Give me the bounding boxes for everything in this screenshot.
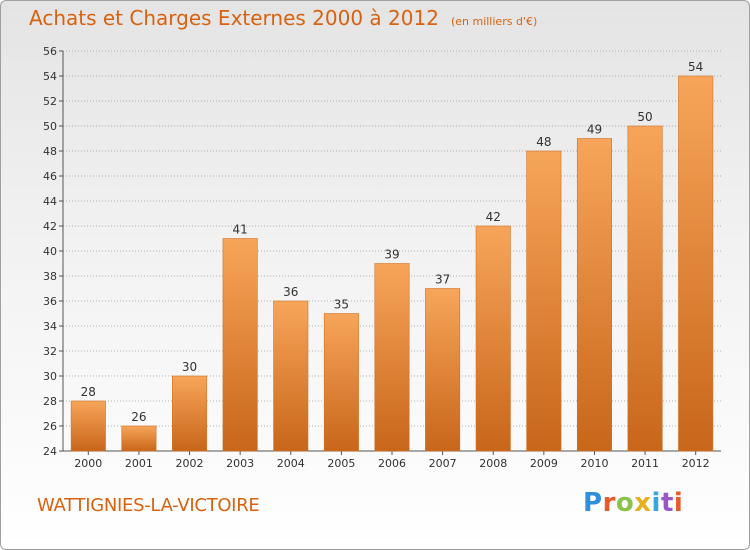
x-tick-label: 2004 — [277, 457, 305, 470]
bar — [678, 75, 714, 452]
bar — [273, 300, 309, 452]
y-tick-label: 26 — [43, 420, 57, 433]
bar — [526, 150, 562, 452]
brand-logo: Proxiti — [583, 488, 684, 518]
data-label: 36 — [283, 285, 298, 299]
y-tick-label: 24 — [43, 445, 57, 458]
y-tick-label: 52 — [43, 95, 57, 108]
bar — [323, 313, 359, 452]
data-label: 48 — [536, 135, 551, 149]
bar — [425, 288, 461, 452]
x-tick-label: 2005 — [327, 457, 355, 470]
y-tick-label: 40 — [43, 245, 57, 258]
data-label: 35 — [334, 298, 349, 312]
location-name: WATTIGNIES-LA-VICTOIRE — [37, 495, 260, 516]
data-label: 54 — [688, 60, 703, 74]
data-label: 49 — [587, 123, 602, 137]
y-tick-label: 30 — [43, 370, 57, 383]
data-label: 50 — [637, 110, 652, 124]
y-tick-label: 46 — [43, 170, 57, 183]
title-text: Achats et Charges Externes 2000 à 2012 — [29, 6, 439, 30]
axes: 24 26 28 30 32 34 36 38 40 42 44 46 48 50 52 54 56 2000 20… — [43, 45, 721, 470]
bars — [70, 75, 714, 452]
x-tick-label: 2009 — [530, 457, 558, 470]
chart-title: Achats et Charges Externes 2000 à 2012 (e… — [29, 6, 537, 30]
y-tick-label: 56 — [43, 45, 57, 58]
y-tick-label: 32 — [43, 345, 57, 358]
y-tick-label: 42 — [43, 220, 57, 233]
y-tick-label: 54 — [43, 70, 57, 83]
data-labels: 28 26 30 41 36 35 39 37 42 48 49 50 54 — [81, 60, 704, 424]
data-label: 42 — [486, 210, 501, 224]
bar — [121, 425, 157, 452]
y-tick-label: 36 — [43, 295, 57, 308]
x-tick-label: 2002 — [176, 457, 204, 470]
data-label: 28 — [81, 385, 96, 399]
x-tick-label: 2012 — [682, 457, 710, 470]
x-tick-label: 2006 — [378, 457, 406, 470]
x-tick-label: 2007 — [429, 457, 457, 470]
x-tick-label: 2011 — [631, 457, 659, 470]
y-tick-label: 28 — [43, 395, 57, 408]
bar — [222, 238, 258, 452]
y-tick-label: 34 — [43, 320, 57, 333]
data-label: 26 — [131, 410, 146, 424]
x-tick-label: 2000 — [74, 457, 102, 470]
data-label: 41 — [233, 223, 248, 237]
bar — [475, 225, 511, 452]
data-label: 39 — [384, 248, 399, 262]
y-tick-label: 48 — [43, 145, 57, 158]
x-tick-label: 2003 — [226, 457, 254, 470]
y-tick-label: 38 — [43, 270, 57, 283]
x-tick-label: 2001 — [125, 457, 153, 470]
bar — [576, 138, 612, 452]
bar — [70, 400, 106, 452]
bar — [172, 375, 208, 452]
data-label: 37 — [435, 273, 450, 287]
chart-subtitle: (en milliers d'€) — [450, 15, 538, 28]
y-tick-label: 50 — [43, 120, 57, 133]
y-tick-label: 44 — [43, 195, 57, 208]
x-tick-label: 2010 — [580, 457, 608, 470]
data-label: 30 — [182, 360, 197, 374]
x-tick-label: 2008 — [479, 457, 507, 470]
bar — [374, 263, 410, 452]
bar — [627, 125, 663, 452]
